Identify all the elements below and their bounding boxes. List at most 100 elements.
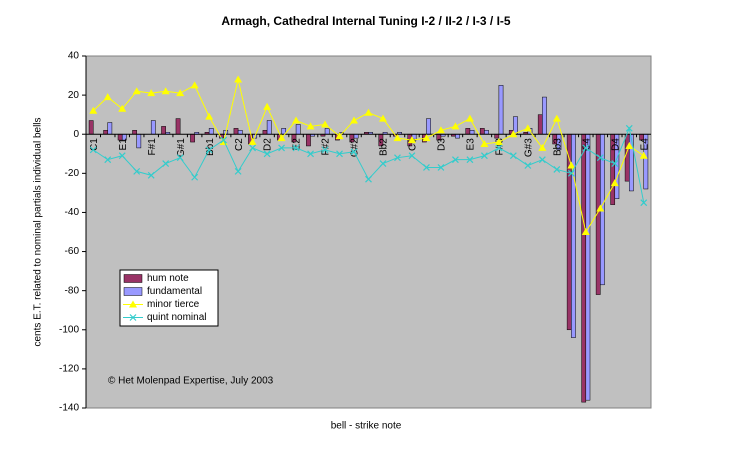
- x-tick-label: E3: [466, 138, 477, 151]
- legend-swatch: [123, 287, 143, 296]
- marker: [509, 130, 518, 138]
- x-tick-label: E1: [118, 138, 129, 151]
- marker: [307, 150, 314, 158]
- y-tick-label: 0: [73, 129, 79, 140]
- bar: [233, 128, 239, 135]
- bar: [237, 130, 243, 135]
- y-tick-label: -60: [65, 246, 80, 257]
- marker: [292, 116, 301, 124]
- x-tick-label: E4: [639, 138, 650, 151]
- marker: [306, 122, 315, 130]
- marker: [364, 108, 373, 116]
- y-tick-label: -120: [59, 364, 79, 375]
- y-tick-label: -80: [65, 285, 80, 296]
- marker: [567, 161, 576, 169]
- marker: [393, 134, 402, 142]
- marker: [436, 126, 445, 134]
- bar: [88, 120, 94, 135]
- bar: [103, 130, 108, 135]
- marker: [190, 81, 199, 89]
- marker: [581, 228, 590, 235]
- x-tick-label: C4: [581, 138, 592, 151]
- bar: [624, 133, 630, 182]
- bar: [324, 128, 330, 135]
- bar: [494, 133, 500, 139]
- y-tick-label: -40: [65, 207, 80, 218]
- marker: [611, 160, 619, 167]
- x-tick-label: C1: [89, 138, 100, 151]
- x-tick-label: F#2: [321, 138, 332, 156]
- bar: [262, 130, 268, 135]
- chart-title: Armagh, Cathedral Internal Tuning I-2 / …: [221, 14, 510, 28]
- marker: [147, 89, 156, 97]
- marker: [321, 120, 330, 128]
- y-tick-label: -100: [59, 324, 79, 335]
- marker: [277, 134, 286, 142]
- marker: [552, 114, 561, 122]
- bar: [190, 133, 195, 143]
- bar: [107, 122, 113, 135]
- marker: [132, 87, 141, 95]
- marker: [408, 152, 416, 160]
- marker: [524, 162, 532, 169]
- marker: [394, 154, 401, 162]
- marker: [582, 144, 590, 152]
- x-tick-label: D2: [263, 138, 274, 151]
- bar: [542, 96, 547, 135]
- marker: [523, 124, 532, 132]
- marker: [278, 144, 286, 152]
- bar: [150, 120, 156, 135]
- marker: [89, 106, 98, 114]
- marker: [162, 160, 170, 167]
- marker: [263, 150, 271, 158]
- marker: [176, 89, 185, 97]
- marker: [509, 152, 517, 160]
- legend-label: hum note: [147, 273, 189, 284]
- legend-marker: [129, 314, 137, 321]
- marker: [538, 156, 546, 164]
- bar: [306, 133, 311, 147]
- x-tick-label: Bb3: [552, 138, 563, 156]
- bar: [266, 120, 272, 135]
- marker: [249, 144, 257, 152]
- marker: [205, 146, 213, 154]
- bar: [295, 124, 301, 135]
- marker: [466, 156, 474, 164]
- x-tick-label: C2: [234, 138, 245, 151]
- marker: [234, 75, 243, 83]
- bar: [132, 130, 137, 135]
- x-tick-label: C3: [408, 138, 419, 151]
- marker: [147, 171, 155, 179]
- y-axis-title: cents E.T. related to nominal partials i…: [33, 117, 44, 346]
- y-tick-label: -20: [65, 168, 80, 179]
- marker: [451, 156, 459, 164]
- x-tick-label: Bb1: [205, 138, 216, 156]
- bar: [537, 114, 543, 135]
- x-tick-label: G#1: [176, 138, 187, 157]
- marker: [205, 112, 214, 120]
- marker: [234, 167, 242, 175]
- marker: [133, 167, 141, 175]
- legend-marker: [129, 300, 137, 308]
- legend-label: minor tierce: [147, 299, 200, 310]
- marker: [350, 116, 359, 124]
- marker: [118, 104, 127, 112]
- bar: [175, 118, 181, 135]
- bar: [353, 133, 359, 139]
- marker: [220, 136, 228, 144]
- marker: [480, 152, 488, 160]
- marker: [191, 173, 199, 181]
- marker: [263, 102, 272, 110]
- marker: [465, 114, 474, 122]
- marker: [104, 156, 112, 164]
- x-tick-label: D4: [610, 138, 621, 151]
- marker: [553, 165, 561, 173]
- bar: [479, 128, 485, 135]
- bar: [469, 130, 475, 135]
- legend-label: fundamental: [147, 286, 202, 297]
- bar: [208, 128, 214, 135]
- marker: [596, 154, 604, 162]
- bar: [455, 133, 460, 139]
- marker: [407, 136, 416, 144]
